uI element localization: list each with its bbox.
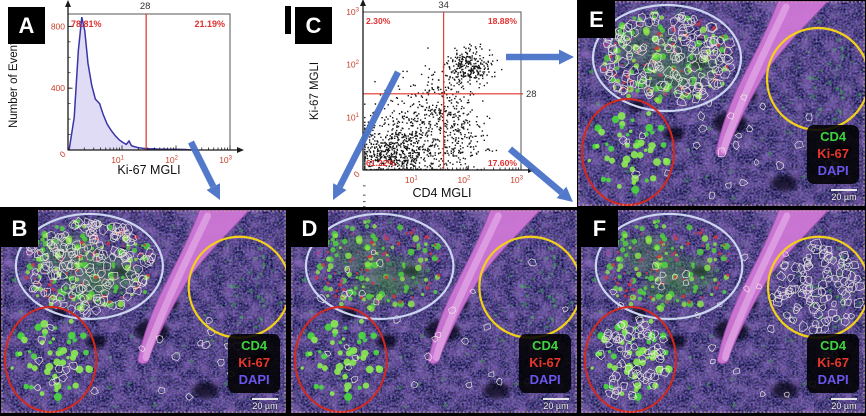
svg-text:28: 28 [140, 1, 151, 12]
legend-item-ki67: Ki-67 [529, 354, 561, 370]
panel-label-a: A [8, 7, 45, 44]
svg-text:Ki-67 MGLI: Ki-67 MGLI [117, 163, 180, 177]
panel-f-microscopy: F CD4 Ki-67 DAPI 20 µm [581, 210, 865, 413]
scale-bar-label: 20 µm [252, 401, 278, 411]
legend-item-ki67: Ki-67 [817, 145, 849, 161]
panel-letter-c: C [305, 12, 322, 38]
legend-item-cd4: CD4 [820, 338, 847, 353]
scale-bar-line [543, 398, 569, 400]
svg-text:Ki-67 MGLI: Ki-67 MGLI [309, 62, 321, 120]
svg-text:17.60%: 17.60% [488, 158, 518, 168]
scale-bar-line [831, 398, 857, 400]
panel-divider [285, 6, 291, 34]
svg-text:800: 800 [51, 21, 65, 31]
svg-text:101: 101 [346, 112, 359, 122]
legend-item-ki67: Ki-67 [817, 354, 849, 370]
svg-text:0: 0 [351, 169, 362, 180]
panel-letter-b: B [11, 215, 28, 241]
fluorescence-legend: CD4 Ki-67 DAPI [228, 334, 280, 393]
panel-label-c: C [295, 7, 332, 44]
svg-text:103: 103 [510, 175, 523, 185]
panel-d-microscopy: D CD4 Ki-67 DAPI 20 µm [291, 210, 577, 413]
svg-text:102: 102 [458, 175, 471, 185]
scale-bar: 20 µm [543, 398, 569, 411]
panel-letter-a: A [18, 12, 35, 38]
svg-text:102: 102 [346, 60, 359, 70]
panel-label-b: B [1, 210, 38, 247]
svg-text:0: 0 [57, 149, 68, 160]
panel-a-histogram: 28 78.81% 21.19% 101 102 103 400 800 0 Number of … [0, 0, 287, 207]
legend-item-cd4: CD4 [241, 338, 268, 353]
scale-bar: 20 µm [831, 398, 857, 411]
svg-text:103: 103 [219, 155, 232, 165]
svg-text:CD4 MGLI: CD4 MGLI [412, 186, 471, 200]
svg-text:101: 101 [405, 175, 418, 185]
svg-text:Number of Events: Number of Events [8, 36, 20, 128]
panel-label-e: E [578, 1, 615, 38]
tissue-image-d [291, 210, 577, 413]
scale-bar-line [252, 398, 278, 400]
svg-text:61.22%: 61.22% [366, 158, 396, 168]
svg-text:2.30%: 2.30% [366, 16, 391, 26]
scale-bar-label: 20 µm [831, 401, 857, 411]
panel-b-microscopy: B CD4 Ki-67 DAPI 20 µm [1, 210, 286, 413]
legend-item-dapi: DAPI [817, 162, 849, 178]
svg-text:101: 101 [111, 155, 124, 165]
panel-letter-e: E [589, 6, 604, 32]
fluorescence-legend: CD4 Ki-67 DAPI [807, 334, 859, 393]
svg-text:34: 34 [438, 0, 449, 11]
scale-bar: 20 µm [252, 398, 278, 411]
scale-bar-label: 20 µm [831, 192, 857, 202]
panel-label-f: F [581, 210, 618, 247]
legend-item-dapi: DAPI [817, 371, 849, 387]
fluorescence-legend: CD4 Ki-67 DAPI [807, 125, 859, 184]
scale-bar-line [831, 189, 857, 191]
svg-text:102: 102 [165, 155, 178, 165]
svg-text:103: 103 [346, 7, 359, 17]
svg-text:28: 28 [526, 89, 537, 100]
panel-letter-d: D [301, 215, 318, 241]
panel-label-d: D [291, 210, 328, 247]
legend-item-dapi: DAPI [529, 371, 561, 387]
legend-item-cd4: CD4 [532, 338, 559, 353]
panel-c-scatter: 34 28 2.30% 18.88% 61.22% 17.60% 101 102 103 101 1… [287, 0, 577, 329]
svg-text:78.81%: 78.81% [71, 19, 102, 29]
legend-item-cd4: CD4 [820, 129, 847, 144]
legend-item-ki67: Ki-67 [238, 354, 270, 370]
ki67-histogram-chart: 28 78.81% 21.19% 101 102 103 400 800 0 Number of … [8, 0, 244, 177]
panel-e-microscopy: E CD4 Ki-67 DAPI 20 µm [578, 1, 865, 206]
svg-text:21.19%: 21.19% [194, 19, 225, 29]
fluorescence-legend: CD4 Ki-67 DAPI [519, 334, 571, 393]
legend-item-dapi: DAPI [238, 371, 270, 387]
svg-text:18.88%: 18.88% [488, 16, 518, 26]
scale-bar-label: 20 µm [543, 401, 569, 411]
panel-letter-f: F [592, 215, 607, 241]
scale-bar: 20 µm [831, 189, 857, 202]
svg-text:400: 400 [51, 83, 65, 93]
